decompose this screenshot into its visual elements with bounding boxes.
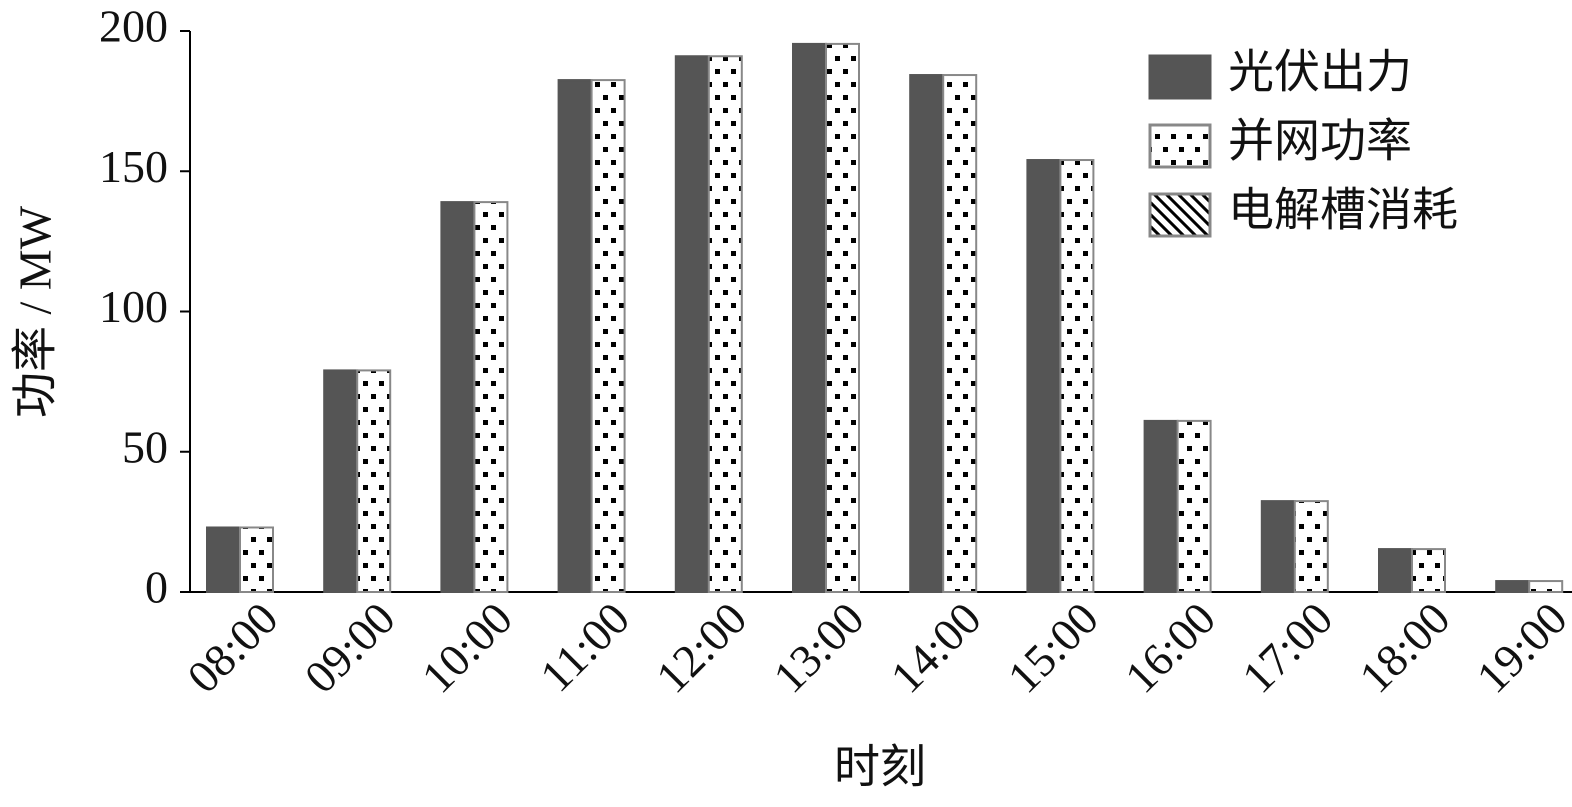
bar xyxy=(356,369,392,593)
bar xyxy=(1378,548,1413,593)
x-axis-title: 时刻 xyxy=(834,742,926,793)
y-tick-label: 0 xyxy=(145,562,168,613)
bar xyxy=(942,74,978,593)
bar xyxy=(1528,580,1564,593)
bar xyxy=(825,42,860,593)
bar xyxy=(1026,159,1062,593)
bar xyxy=(707,55,743,594)
bar xyxy=(1293,500,1329,594)
bar xyxy=(590,79,626,594)
x-tick-label: 18:00 xyxy=(1349,592,1459,702)
bar xyxy=(323,369,359,593)
y-tick-label: 100 xyxy=(99,281,168,332)
bar xyxy=(206,526,241,593)
bar xyxy=(239,526,274,593)
legend-swatch xyxy=(1148,123,1212,169)
x-tick-label: 16:00 xyxy=(1115,592,1225,702)
x-tick-label: 11:00 xyxy=(530,592,639,701)
x-tick-label: 12:00 xyxy=(646,592,756,702)
bar xyxy=(792,42,827,593)
legend-label: 并网功率 xyxy=(1228,116,1412,167)
bar xyxy=(1059,159,1095,593)
legend-label: 电解槽消耗 xyxy=(1228,185,1458,236)
y-tick-label: 200 xyxy=(99,1,168,52)
x-tick-label: 15:00 xyxy=(998,592,1108,702)
x-tick-label: 13:00 xyxy=(763,592,873,702)
x-tick-label: 08:00 xyxy=(177,592,287,702)
bar xyxy=(1143,419,1179,593)
y-tick-label: 150 xyxy=(99,141,168,192)
x-tick-label: 14:00 xyxy=(881,592,991,702)
bar xyxy=(674,55,710,594)
bar xyxy=(1260,500,1296,594)
bar xyxy=(473,201,509,593)
bar xyxy=(440,201,476,593)
x-tick-label: 09:00 xyxy=(295,592,405,702)
bar xyxy=(557,79,593,594)
y-axis-title: 功率 / MW xyxy=(10,205,61,418)
bar xyxy=(1176,419,1212,593)
bar xyxy=(1411,548,1446,593)
y-tick-label: 50 xyxy=(122,421,168,472)
x-tick-label: 17:00 xyxy=(1232,592,1342,702)
x-tick-label: 10:00 xyxy=(412,592,522,702)
legend-swatch xyxy=(1148,192,1212,238)
legend-swatch xyxy=(1148,54,1212,100)
x-tick-label: 19:00 xyxy=(1467,592,1572,702)
bar xyxy=(909,74,945,593)
legend-label: 光伏出力 xyxy=(1228,47,1412,98)
bar xyxy=(1495,580,1531,593)
